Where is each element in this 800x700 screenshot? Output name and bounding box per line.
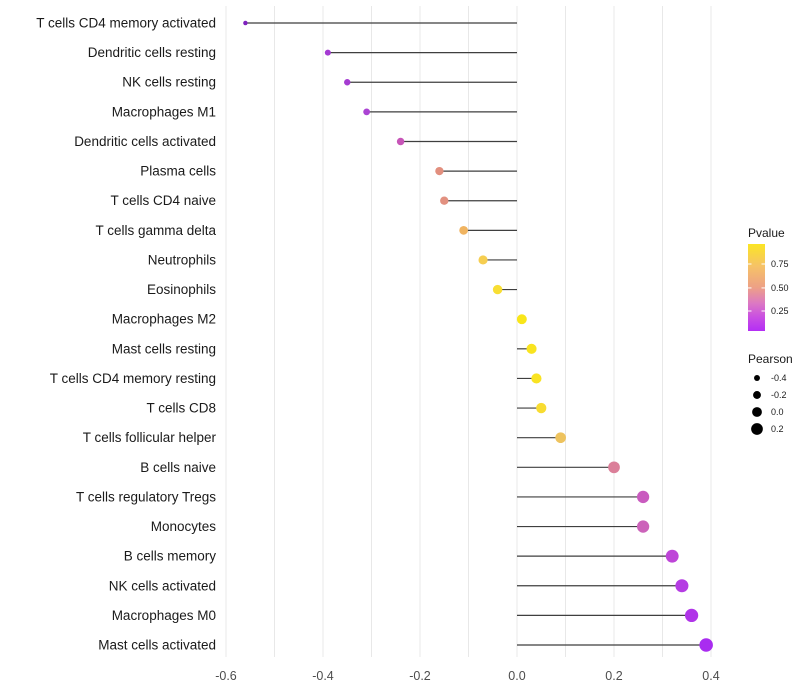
lollipop-dot [536, 402, 547, 414]
lollipop-row: Eosinophils [147, 282, 517, 297]
category-label: Plasma cells [140, 164, 216, 179]
lollipop-row: T cells CD4 naive [110, 193, 517, 208]
lollipop-row: NK cells resting [122, 75, 517, 90]
lollipop-dot [440, 196, 449, 205]
lollipop-row: T cells CD4 memory activated [36, 16, 517, 31]
x-axis: -0.6 -0.4 -0.2 0.0 0.2 0.4 [215, 669, 720, 683]
lollipop-dot [636, 520, 650, 533]
lollipop-dot [324, 49, 331, 56]
lollipop-dot [396, 137, 405, 146]
pearson-legend-dot [752, 407, 762, 417]
category-label: B cells naive [140, 460, 216, 475]
category-label: Macrophages M2 [112, 312, 216, 327]
lollipop-dot [459, 225, 469, 235]
category-label: Dendritic cells activated [74, 134, 216, 149]
rows: T cells CD4 memory activated Dendritic ce… [36, 16, 713, 653]
category-label: T cells regulatory Tregs [76, 489, 216, 504]
lollipop-dot [555, 432, 566, 444]
lollipop-row: Macrophages M1 [112, 104, 517, 119]
lollipop-row: T cells CD8 [146, 401, 547, 416]
lollipop-dot [478, 255, 488, 265]
lollipop-row: Plasma cells [140, 164, 517, 179]
lollipop-dot [675, 579, 689, 593]
pearson-legend-label: 0.0 [771, 407, 784, 417]
lollipop-dot [665, 549, 679, 563]
category-label: T cells CD4 memory resting [50, 371, 216, 386]
x-tick-label: 0.0 [508, 669, 525, 683]
pearson-legend-label: 0.2 [771, 424, 784, 434]
lollipop-row: Dendritic cells resting [88, 45, 517, 60]
category-label: B cells memory [124, 549, 217, 564]
lollipop-row: T cells gamma delta [95, 223, 517, 238]
x-tick-label: -0.4 [312, 669, 334, 683]
pearson-legend-dot [754, 375, 760, 381]
pvalue-colorbar [748, 244, 765, 331]
lollipop-row: NK cells activated [109, 578, 689, 593]
category-label: Macrophages M0 [112, 608, 216, 623]
x-tick-label: -0.2 [409, 669, 431, 683]
lollipop-dot [435, 166, 444, 176]
lollipop-row: Mast cells activated [98, 638, 713, 653]
lollipop-dot [243, 20, 248, 26]
pearson-legend-title: Pearson [748, 352, 793, 366]
category-label: Dendritic cells resting [88, 45, 216, 60]
colorbar-tick-label: 0.25 [771, 306, 789, 316]
pearson-legend-dot [753, 391, 761, 399]
gridlines [225, 6, 712, 657]
lollipop-dot [363, 108, 371, 116]
category-label: T cells gamma delta [95, 223, 216, 238]
lollipop-row: Monocytes [151, 519, 650, 534]
category-label: T cells CD4 memory activated [36, 16, 216, 31]
lollipop-dot [344, 79, 351, 86]
lollipop-row: Macrophages M0 [112, 608, 699, 623]
lollipop-row: B cells naive [140, 460, 620, 475]
category-label: Neutrophils [148, 252, 217, 267]
pvalue-legend-title: Pvalue [748, 226, 785, 240]
pearson-legend-label: -0.4 [771, 373, 787, 383]
lollipop-dot [531, 373, 542, 384]
lollipop-dot [699, 638, 713, 652]
category-label: T cells follicular helper [83, 430, 217, 445]
pearson-legend: Pearson -0.4 -0.2 0.0 0.2 [748, 352, 793, 435]
lollipop-dot [516, 314, 527, 325]
lollipop-row: T cells regulatory Tregs [76, 489, 650, 504]
x-tick-label: 0.2 [605, 669, 622, 683]
colorbar-tick-label: 0.75 [771, 259, 789, 269]
colorbar-tick-label: 0.50 [771, 283, 789, 293]
category-label: NK cells activated [109, 578, 216, 593]
lollipop-dot [684, 608, 699, 623]
pvalue-legend: Pvalue 0.75 0.50 0.25 [748, 226, 789, 331]
pearson-legend-label: -0.2 [771, 390, 787, 400]
lollipop-row: T cells follicular helper [83, 430, 566, 445]
category-label: Macrophages M1 [112, 104, 216, 119]
x-tick-label: 0.4 [702, 669, 719, 683]
category-label: T cells CD8 [146, 401, 216, 416]
lollipop-dot [526, 343, 537, 354]
category-label: T cells CD4 naive [110, 193, 216, 208]
category-label: Eosinophils [147, 282, 216, 297]
lollipop-row: Neutrophils [148, 252, 517, 267]
lollipop-row: Dendritic cells activated [74, 134, 517, 149]
category-label: Mast cells activated [98, 638, 216, 653]
category-label: Mast cells resting [112, 341, 216, 356]
lollipop-row: Macrophages M2 [112, 312, 527, 327]
pearson-legend-dot [751, 423, 763, 435]
lollipop-dot [608, 461, 620, 474]
lollipop-row: B cells memory [124, 549, 679, 564]
lollipop-row: T cells CD4 memory resting [50, 371, 542, 386]
lollipop-dot [492, 284, 503, 295]
lollipop-row: Mast cells resting [112, 341, 537, 356]
category-label: NK cells resting [122, 75, 216, 90]
x-tick-label: -0.6 [215, 669, 237, 683]
lollipop-dot [636, 490, 650, 504]
category-label: Monocytes [151, 519, 217, 534]
